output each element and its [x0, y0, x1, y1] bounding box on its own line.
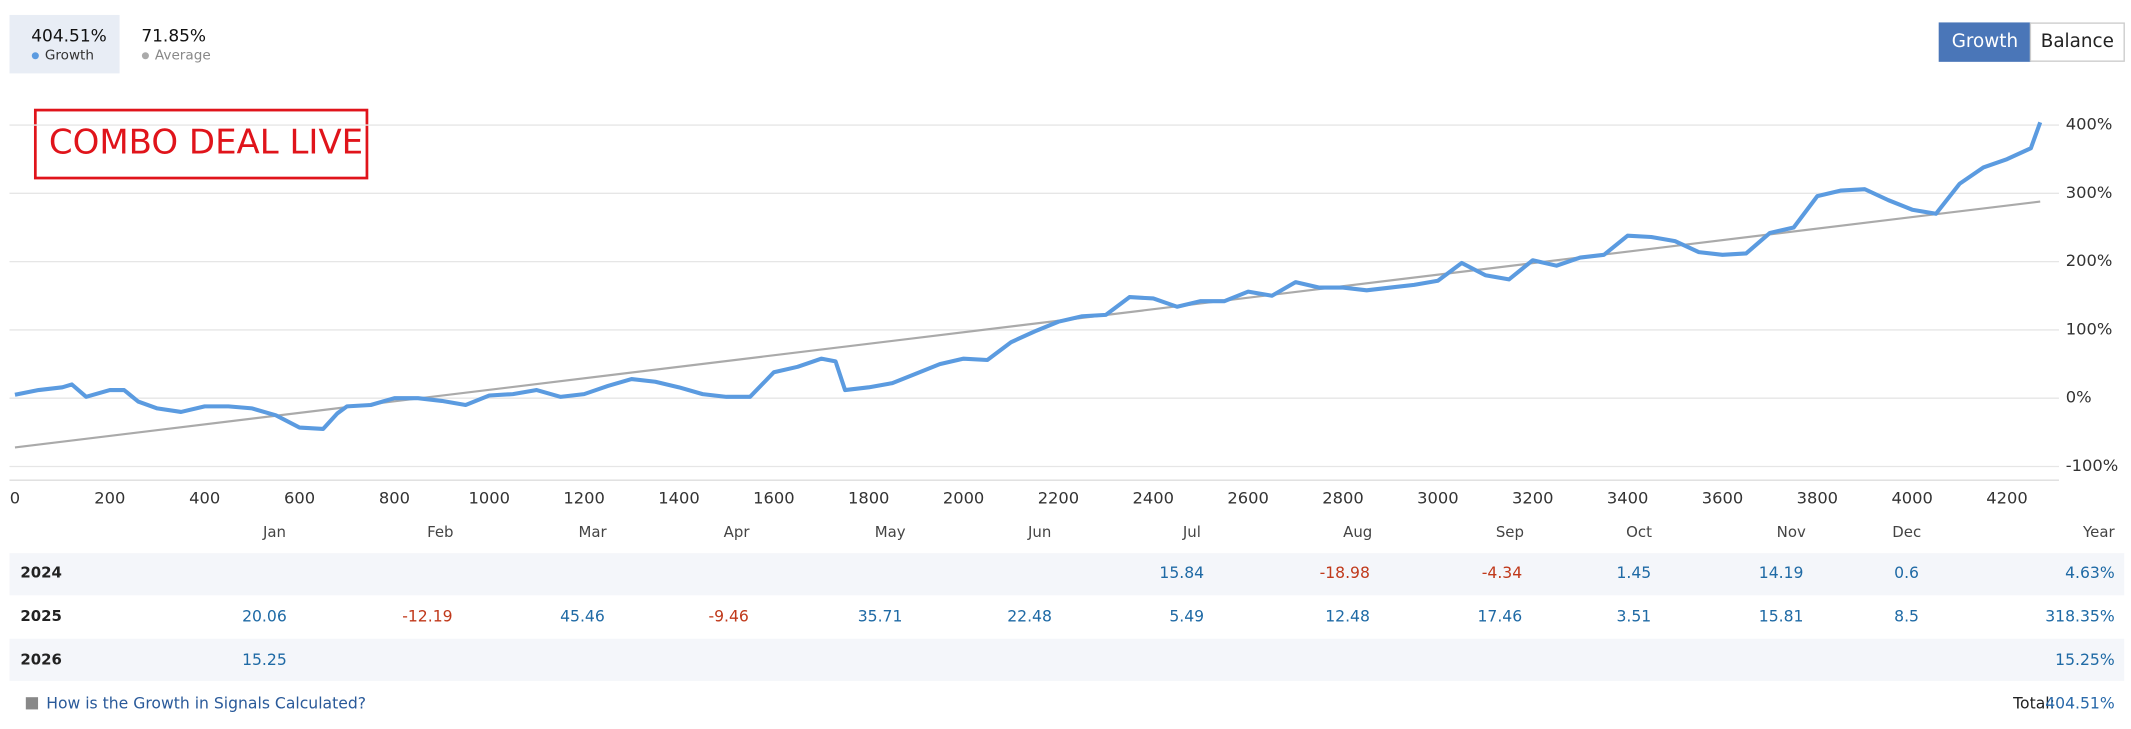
month-value: -9.46	[708, 608, 748, 626]
x-tick-label: 2600	[1227, 488, 1268, 507]
tab-label[interactable]: Growth	[1952, 31, 2018, 52]
tab-label[interactable]: Balance	[2041, 31, 2114, 52]
x-tick-label: 1600	[753, 488, 794, 507]
x-tick-label: 1400	[658, 488, 699, 507]
month-value: -4.34	[1482, 564, 1522, 582]
x-tick-label: 2800	[1322, 488, 1363, 507]
x-tick-label: 2000	[943, 488, 984, 507]
series-line	[14, 200, 2041, 449]
legend-dot	[141, 52, 149, 60]
month-value: 15.25%	[2055, 651, 2115, 669]
x-tick-label: 3600	[1702, 488, 1743, 507]
month-value: 14.19	[1759, 564, 1804, 582]
month-value: 15.84	[1159, 564, 1204, 582]
row-bg	[9, 638, 2125, 681]
x-tick-label: 2200	[1038, 488, 1079, 507]
month-value: 15.25	[242, 651, 287, 669]
x-tick-label: 1000	[469, 488, 510, 507]
month-header: Apr	[724, 523, 751, 541]
legend-dot	[31, 52, 39, 60]
month-header: Aug	[1343, 523, 1372, 541]
month-value: 318.35%	[2045, 608, 2114, 626]
month-value: 1.45	[1616, 564, 1651, 582]
x-tick-label: 3400	[1607, 488, 1648, 507]
x-tick-label: 400	[189, 488, 220, 507]
x-tick-label: 3000	[1417, 488, 1458, 507]
legend-label: Growth	[45, 48, 94, 64]
legend-label: Average	[155, 48, 211, 64]
month-value: 12.48	[1325, 608, 1370, 626]
y-tick-label: -100%	[2066, 456, 2118, 475]
month-value: 17.46	[1477, 608, 1522, 626]
month-value: 20.06	[242, 608, 287, 626]
y-tick-label: 300%	[2066, 183, 2113, 202]
stat-value: 404.51%	[31, 27, 107, 47]
x-tick-label: 1800	[848, 488, 889, 507]
month-header: Jan	[262, 523, 286, 541]
stat-active-bg	[9, 14, 120, 74]
month-header: Nov	[1777, 523, 1806, 541]
month-value: -12.19	[402, 608, 452, 626]
month-value: -18.98	[1320, 564, 1370, 582]
x-tick-label: 800	[379, 488, 410, 507]
month-value: 4.63%	[2065, 564, 2115, 582]
month-value: 3.51	[1616, 608, 1651, 626]
x-tick-label: 4200	[1986, 488, 2027, 507]
month-header: Jul	[1182, 523, 1201, 541]
tab-button[interactable]	[2029, 22, 2125, 62]
month-value: 22.48	[1007, 608, 1052, 626]
x-tick-label: 1200	[563, 488, 604, 507]
info-icon	[25, 697, 39, 710]
month-value: 15.81	[1759, 608, 1804, 626]
month-header: Oct	[1626, 523, 1652, 541]
month-header: Dec	[1892, 523, 1921, 541]
row-bg	[9, 553, 2125, 596]
month-header: Sep	[1496, 523, 1524, 541]
month-value: 35.71	[858, 608, 903, 626]
month-value: 8.5	[1894, 608, 1919, 626]
year-label: 2024	[20, 564, 62, 582]
help-link[interactable]: How is the Growth in Signals Calculated?	[46, 694, 366, 712]
total-label: Total:	[2012, 694, 2055, 712]
x-tick-label: 2400	[1133, 488, 1174, 507]
total-value: 404.51%	[2045, 694, 2114, 712]
month-value: 5.49	[1169, 608, 1204, 626]
x-tick-label: 600	[284, 488, 315, 507]
x-tick-label: 0	[10, 488, 20, 507]
month-value: 45.46	[560, 608, 605, 626]
y-tick-label: 0%	[2066, 388, 2092, 407]
annotation-box	[33, 108, 369, 180]
year-label: 2026	[20, 651, 62, 669]
x-tick-label: 4000	[1891, 488, 1932, 507]
x-tick-label: 3200	[1512, 488, 1553, 507]
y-tick-label: 400%	[2066, 115, 2113, 134]
series-line	[14, 121, 2043, 431]
month-header: Mar	[578, 523, 607, 541]
y-tick-label: 100%	[2066, 319, 2113, 338]
month-header: Year	[2082, 523, 2115, 541]
month-header: May	[875, 523, 906, 541]
annotation: COMBO DEAL LIVE	[49, 123, 363, 163]
month-value: 0.6	[1894, 564, 1919, 582]
stat-value: 71.85%	[141, 27, 206, 47]
x-tick-label: 200	[94, 488, 125, 507]
month-header: Jun	[1027, 523, 1051, 541]
y-tick-label: 200%	[2066, 251, 2113, 270]
x-tick-label: 3800	[1797, 488, 1838, 507]
month-header: Feb	[427, 523, 453, 541]
year-label: 2025	[20, 607, 62, 625]
